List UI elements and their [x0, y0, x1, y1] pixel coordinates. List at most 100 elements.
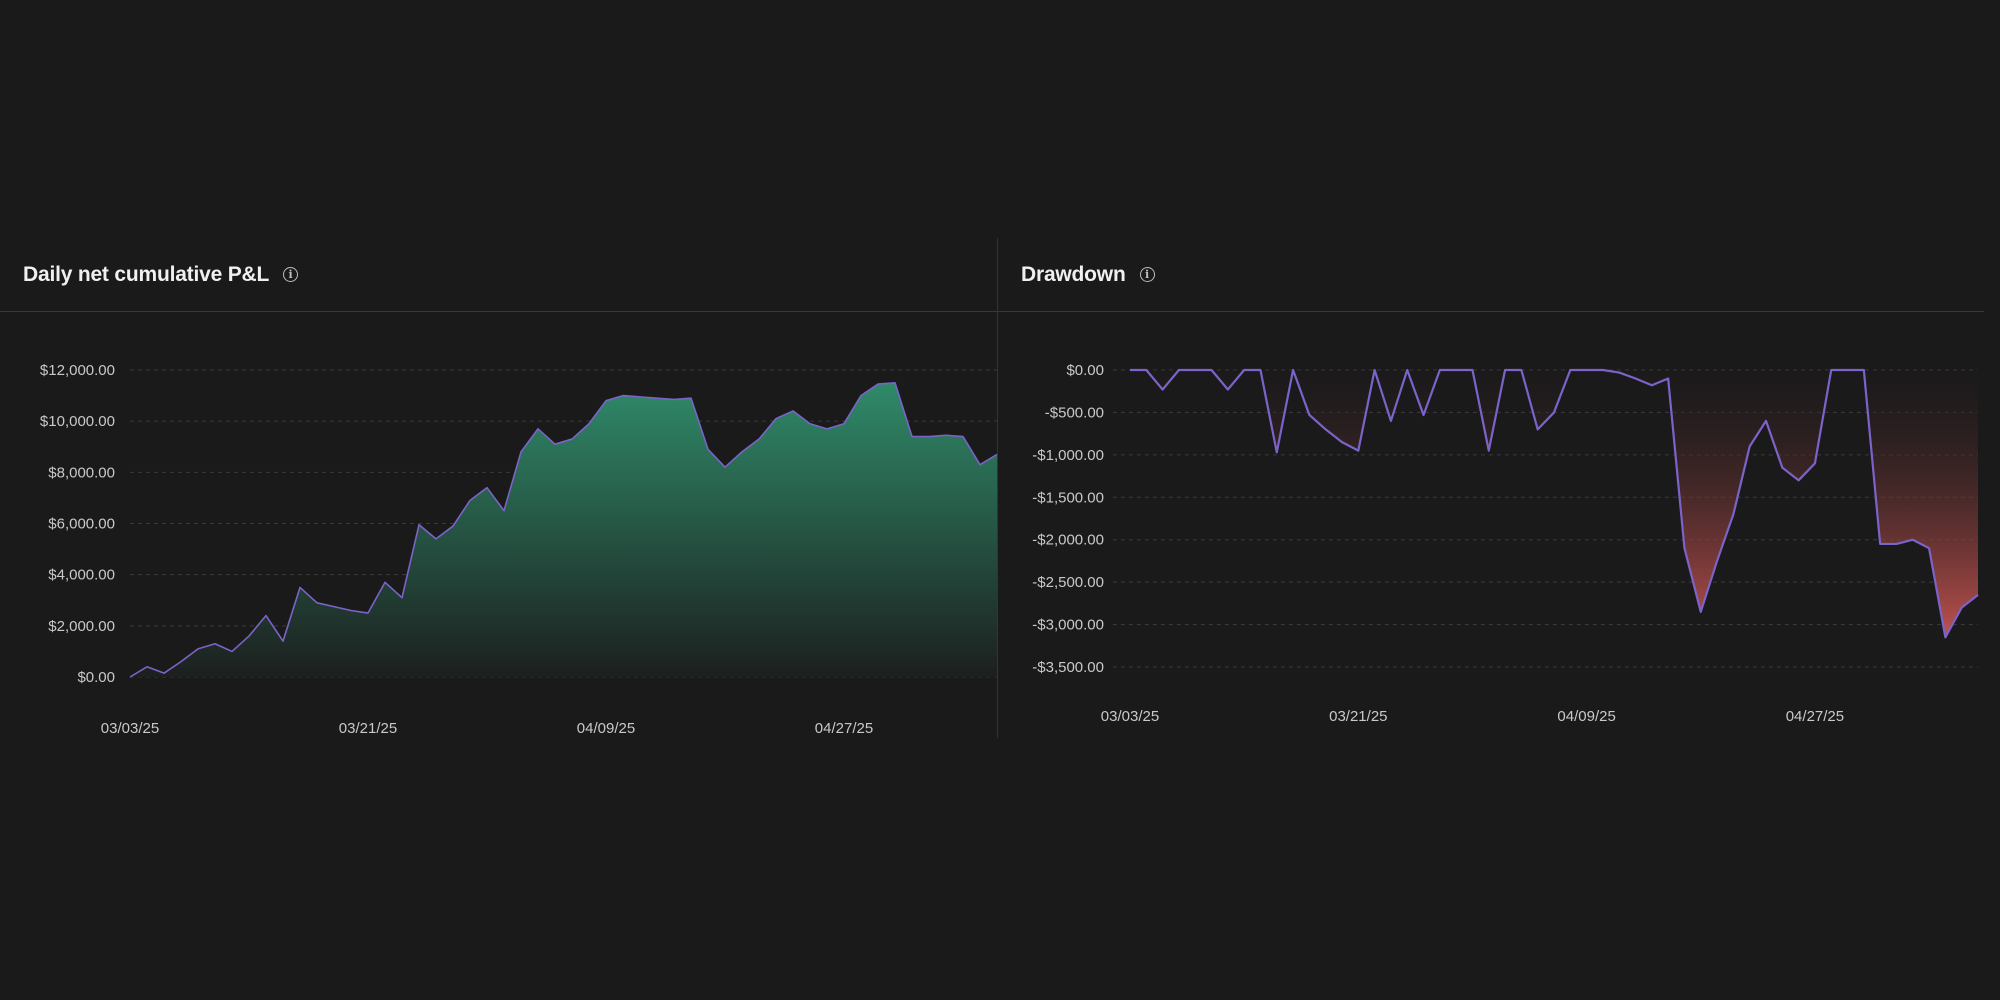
info-icon[interactable]: i	[283, 267, 299, 282]
data-point[interactable]	[1192, 367, 1198, 373]
data-point[interactable]	[1959, 605, 1965, 611]
data-point[interactable]	[1926, 545, 1932, 551]
data-point[interactable]	[1323, 426, 1329, 432]
series-line[interactable]	[1130, 368, 1979, 639]
data-point[interactable]	[858, 393, 864, 399]
data-point[interactable]	[501, 508, 507, 514]
data-point[interactable]	[178, 659, 184, 665]
data-point[interactable]	[195, 646, 201, 652]
info-icon[interactable]: i	[1139, 267, 1155, 282]
data-point[interactable]	[1828, 367, 1834, 373]
data-point[interactable]	[161, 670, 167, 676]
data-point[interactable]	[1502, 367, 1508, 373]
data-point[interactable]	[1339, 439, 1345, 445]
data-point[interactable]	[552, 441, 558, 447]
data-point[interactable]	[365, 610, 371, 616]
data-point[interactable]	[1942, 634, 1948, 640]
data-point[interactable]	[467, 497, 473, 503]
data-point[interactable]	[1730, 511, 1736, 517]
data-point[interactable]	[1567, 367, 1573, 373]
data-point[interactable]	[399, 595, 405, 601]
data-point[interactable]	[790, 408, 796, 414]
data-point[interactable]	[739, 449, 745, 455]
data-point[interactable]	[892, 380, 898, 386]
data-point[interactable]	[433, 536, 439, 542]
data-point[interactable]	[1698, 609, 1704, 615]
data-point[interactable]	[1910, 537, 1916, 543]
data-point[interactable]	[909, 434, 915, 440]
data-point[interactable]	[722, 464, 728, 470]
data-point[interactable]	[1355, 448, 1361, 454]
data-point[interactable]	[688, 395, 694, 401]
data-point[interactable]	[314, 600, 320, 606]
data-point[interactable]	[926, 434, 932, 440]
data-point[interactable]	[1257, 367, 1263, 373]
data-point[interactable]	[331, 604, 337, 610]
data-point[interactable]	[1241, 367, 1247, 373]
data-point[interactable]	[824, 426, 830, 432]
data-point[interactable]	[484, 485, 490, 491]
data-point[interactable]	[1388, 418, 1394, 424]
data-point[interactable]	[603, 398, 609, 404]
data-point[interactable]	[212, 641, 218, 647]
data-point[interactable]	[705, 446, 711, 452]
data-point[interactable]	[1681, 545, 1687, 551]
data-point[interactable]	[1861, 367, 1867, 373]
data-point[interactable]	[943, 432, 949, 438]
data-point[interactable]	[756, 436, 762, 442]
data-point[interactable]	[1551, 409, 1557, 415]
data-point[interactable]	[1290, 367, 1296, 373]
data-point[interactable]	[1176, 367, 1182, 373]
data-point[interactable]	[586, 421, 592, 427]
data-point[interactable]	[229, 648, 235, 654]
data-point[interactable]	[841, 421, 847, 427]
data-point[interactable]	[382, 579, 388, 585]
data-point[interactable]	[1404, 367, 1410, 373]
data-point[interactable]	[348, 607, 354, 613]
data-point[interactable]	[1616, 370, 1622, 376]
data-point[interactable]	[1975, 592, 1981, 598]
data-point[interactable]	[246, 633, 252, 639]
data-point[interactable]	[1633, 375, 1639, 381]
data-point[interactable]	[1812, 460, 1818, 466]
data-point[interactable]	[144, 664, 150, 670]
data-point[interactable]	[1845, 367, 1851, 373]
data-point[interactable]	[1372, 367, 1378, 373]
data-point[interactable]	[518, 449, 524, 455]
data-point[interactable]	[1453, 367, 1459, 373]
data-point[interactable]	[127, 674, 133, 680]
data-point[interactable]	[1469, 367, 1475, 373]
data-point[interactable]	[280, 638, 286, 644]
data-point[interactable]	[1486, 448, 1492, 454]
series-line[interactable]	[129, 381, 998, 678]
data-point[interactable]	[1274, 449, 1280, 455]
data-point[interactable]	[1421, 412, 1427, 418]
data-point[interactable]	[1649, 382, 1655, 388]
data-point[interactable]	[1877, 541, 1883, 547]
data-point[interactable]	[1437, 367, 1443, 373]
data-point[interactable]	[1665, 375, 1671, 381]
data-point[interactable]	[1143, 367, 1149, 373]
data-point[interactable]	[263, 613, 269, 619]
data-point[interactable]	[416, 522, 422, 528]
data-point[interactable]	[1796, 477, 1802, 483]
data-point[interactable]	[1160, 387, 1166, 393]
data-point[interactable]	[1584, 367, 1590, 373]
data-point[interactable]	[654, 395, 660, 401]
data-point[interactable]	[1714, 558, 1720, 564]
data-point[interactable]	[1779, 465, 1785, 471]
data-point[interactable]	[977, 462, 983, 468]
data-point[interactable]	[569, 436, 575, 442]
data-point[interactable]	[1763, 418, 1769, 424]
data-point[interactable]	[875, 381, 881, 387]
data-point[interactable]	[773, 416, 779, 422]
data-point[interactable]	[620, 393, 626, 399]
data-point[interactable]	[1893, 541, 1899, 547]
data-point[interactable]	[637, 394, 643, 400]
data-point[interactable]	[1225, 387, 1231, 393]
data-point[interactable]	[1600, 367, 1606, 373]
data-point[interactable]	[671, 396, 677, 402]
data-point[interactable]	[1535, 426, 1541, 432]
data-point[interactable]	[807, 421, 813, 427]
data-point[interactable]	[535, 426, 541, 432]
